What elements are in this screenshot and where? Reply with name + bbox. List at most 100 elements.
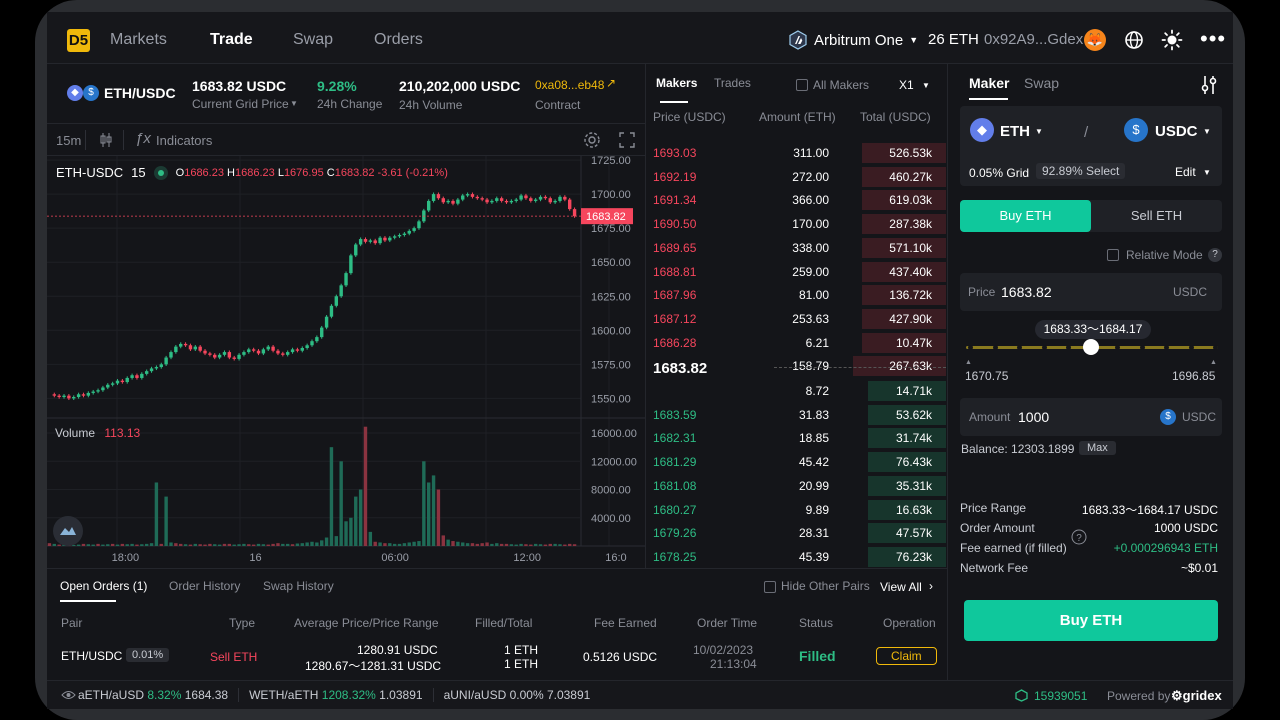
price-chart[interactable]: 1725.00 1700.00 1675.00 1650.00 1625.00 1600.… — [47, 156, 645, 568]
candle — [529, 198, 533, 201]
volume-bar — [179, 543, 183, 546]
help-circle-icon[interactable]: ? — [1071, 529, 1087, 545]
sun-icon[interactable] — [1161, 29, 1183, 51]
select-percent[interactable]: 92.89% Select — [1036, 163, 1126, 179]
nav-trade[interactable]: Trade — [210, 31, 253, 48]
pair-name[interactable]: ETH/USDC — [104, 85, 176, 101]
metamask-icon[interactable]: 🦊 — [1084, 29, 1106, 51]
sliders-icon[interactable] — [1200, 75, 1218, 95]
ask-row[interactable]: 1687.96 81.00 136.72k — [646, 283, 946, 307]
candle — [174, 346, 178, 353]
pair-header: ◆ $ ETH/USDC 1683.82 USDC Current Grid P… — [47, 64, 645, 124]
ticker-item[interactable]: WETH/aETH 1208.32% 1.03891 — [249, 688, 434, 702]
tab-maker[interactable]: Maker — [969, 75, 1010, 91]
submit-buy-button[interactable]: Buy ETH — [964, 600, 1218, 641]
max-button[interactable]: Max — [1079, 441, 1116, 455]
app-logo[interactable]: D5 — [67, 29, 90, 52]
base-token[interactable]: ETH — [1000, 123, 1030, 140]
ask-row[interactable]: 1687.12 253.63 427.90k — [646, 307, 946, 331]
chart-canvas[interactable]: 1725.00 1700.00 1675.00 1650.00 1625.00 1600.… — [47, 156, 645, 568]
grid-price-label[interactable]: Current Grid Price — [192, 97, 289, 111]
globe-icon[interactable] — [1124, 30, 1144, 50]
tab-swap[interactable]: Swap — [1024, 75, 1060, 91]
claim-button[interactable]: Claim — [876, 647, 937, 665]
relative-mode-checkbox[interactable] — [1107, 249, 1119, 261]
external-link-icon[interactable]: ↗ — [606, 76, 617, 90]
indicators-button[interactable]: Indicators — [156, 133, 213, 148]
ask-amount: 338.00 — [792, 240, 829, 255]
candle-type-icon[interactable] — [99, 132, 113, 148]
amount-value[interactable]: 1000 — [1018, 409, 1050, 425]
ask-row[interactable]: 1688.81 259.00 437.40k — [646, 260, 946, 284]
ask-price: 1686.28 — [653, 335, 697, 350]
ticker-item[interactable]: aUNI/aUSD 0.00% 7.03891 — [444, 688, 601, 702]
buy-tab[interactable]: Buy ETH — [960, 200, 1091, 232]
settings-icon[interactable] — [583, 131, 601, 149]
tab-trades[interactable]: Trades — [714, 76, 751, 90]
tab-open-orders[interactable]: Open Orders (1) — [60, 579, 148, 593]
eye-icon[interactable] — [61, 689, 76, 701]
sell-tab[interactable]: Sell ETH — [1130, 208, 1183, 223]
price-value[interactable]: 1683.82 — [1001, 284, 1052, 300]
view-all-link[interactable]: View All — [880, 580, 922, 594]
change-24h-label: 24h Change — [317, 97, 383, 111]
candle — [140, 373, 144, 378]
nav-orders[interactable]: Orders — [374, 31, 423, 48]
volume-bar — [422, 461, 426, 546]
tradingview-logo-icon[interactable] — [53, 516, 83, 546]
price-input[interactable]: Price 1683.82 USDC — [960, 273, 1222, 311]
bid-row[interactable]: 1682.31 18.85 31.74k — [646, 426, 946, 450]
ask-row[interactable]: 158.79 267.63k — [646, 354, 946, 378]
volume-bar — [300, 543, 304, 546]
ask-row[interactable]: 1689.65 338.00 571.10k — [646, 236, 946, 260]
ask-row[interactable]: 1693.03 311.00 526.53k — [646, 141, 946, 165]
fullscreen-icon[interactable] — [619, 132, 635, 148]
ask-row[interactable]: 1691.34 366.00 619.03k — [646, 188, 946, 212]
summary-label: Price Range — [960, 501, 1027, 515]
fee-tier-badge: 0.01% — [126, 648, 170, 662]
tab-makers[interactable]: Makers — [656, 76, 698, 90]
slider-max: 1696.85 — [1172, 369, 1216, 383]
gridex-logo-icon[interactable]: ⚙gridex — [1171, 688, 1222, 703]
interval-button[interactable]: 15m — [56, 133, 82, 148]
help-icon[interactable]: ? — [1208, 248, 1222, 262]
bid-row[interactable]: 1681.29 45.42 76.43k — [646, 450, 946, 474]
tab-swap-history[interactable]: Swap History — [263, 579, 334, 593]
volume-bar — [558, 544, 562, 546]
bid-amount: 20.99 — [798, 478, 829, 493]
chevron-down-icon: ▼ — [922, 81, 930, 90]
ask-row[interactable]: 1690.50 170.00 287.38k — [646, 212, 946, 236]
bid-row[interactable]: 1679.26 28.31 47.57k — [646, 521, 946, 545]
bid-row[interactable]: 8.72 14.71k — [646, 379, 946, 403]
ask-row[interactable]: 1686.28 6.21 10.47k — [646, 331, 946, 355]
ticker-item[interactable]: aETH/aUSD 8.32% 1684.38 — [78, 688, 240, 702]
wallet-address[interactable]: 0x92A9...Gdex — [984, 31, 1084, 48]
candle — [251, 349, 256, 351]
volume-bar — [276, 543, 280, 546]
more-icon[interactable]: ••• — [1200, 26, 1227, 51]
range-slider-thumb[interactable] — [1083, 339, 1099, 355]
all-makers-checkbox[interactable] — [796, 79, 808, 91]
tab-order-history[interactable]: Order History — [169, 579, 241, 593]
multiplier-select[interactable]: X1 — [899, 78, 914, 92]
amount-input[interactable]: Amount 1000 $ USDC — [960, 398, 1222, 436]
quote-token[interactable]: USDC — [1155, 123, 1198, 140]
contract-address[interactable]: 0xa08...eb48 — [535, 78, 605, 92]
volume-bar — [217, 544, 222, 546]
hide-pairs-checkbox[interactable] — [764, 581, 776, 593]
candle — [183, 343, 188, 346]
ask-row[interactable]: 1692.19 272.00 460.27k — [646, 165, 946, 189]
edit-button[interactable]: Edit — [1175, 165, 1196, 179]
bid-row[interactable]: 1680.27 9.89 16.63k — [646, 498, 946, 522]
function-icon[interactable]: ƒx — [135, 130, 151, 147]
nav-swap[interactable]: Swap — [293, 31, 334, 48]
network-selector[interactable]: Arbitrum One ▼ — [788, 30, 918, 50]
contract-label: Contract — [535, 98, 581, 112]
candle — [456, 199, 460, 204]
bid-row[interactable]: 1681.08 20.99 35.31k — [646, 474, 946, 498]
nav-markets[interactable]: Markets — [110, 31, 167, 48]
volume-bar — [91, 544, 95, 546]
bid-row[interactable]: 1683.59 31.83 53.62k — [646, 403, 946, 427]
bid-row[interactable]: 1678.25 45.39 76.23k — [646, 545, 946, 569]
volume-bar — [378, 542, 382, 546]
